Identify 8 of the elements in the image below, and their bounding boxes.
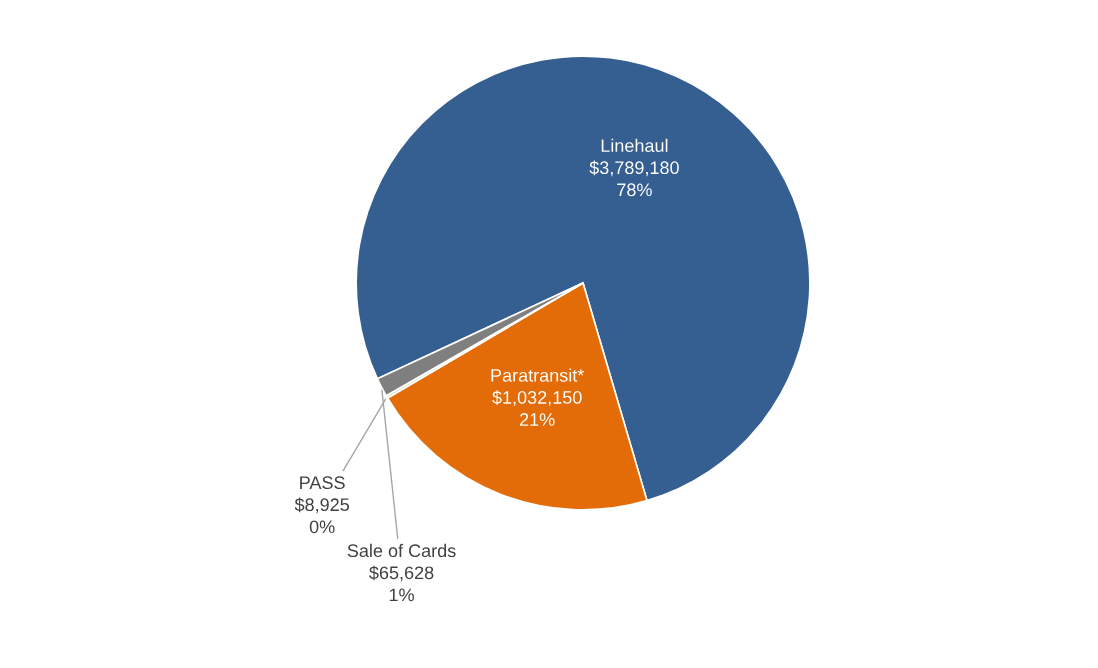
data-label: $65,628 1%: [369, 565, 434, 602]
slice-label: Paratransit*: [491, 368, 585, 382]
slice-label: Linehaul: [601, 138, 668, 153]
slice-label: Sale of Cards: [347, 543, 456, 558]
data-label: $3,789,180 78%: [589, 160, 679, 197]
slice-label: PASS: [300, 476, 345, 490]
data-label: $1,032,150 21%: [492, 390, 582, 426]
data-label: $8,925 0%: [294, 497, 349, 534]
